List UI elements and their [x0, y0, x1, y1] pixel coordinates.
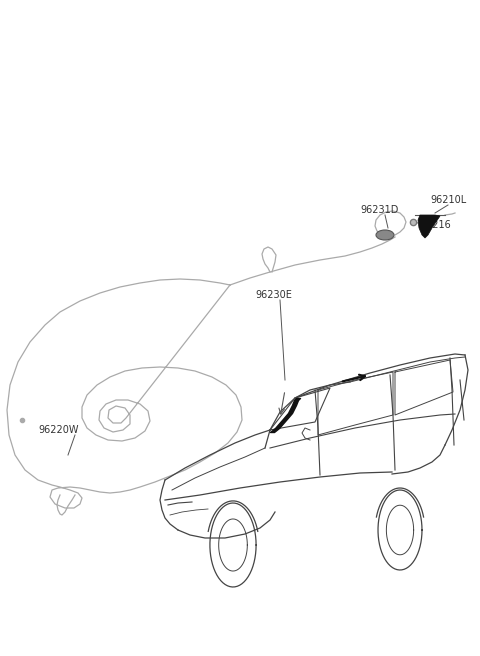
Text: 96216: 96216: [420, 220, 451, 230]
Polygon shape: [418, 215, 440, 238]
Text: 96210L: 96210L: [430, 195, 466, 205]
Text: 96231D: 96231D: [360, 205, 398, 215]
Ellipse shape: [376, 230, 394, 240]
Text: 96230E: 96230E: [255, 290, 292, 300]
Text: 96220W: 96220W: [38, 425, 79, 435]
